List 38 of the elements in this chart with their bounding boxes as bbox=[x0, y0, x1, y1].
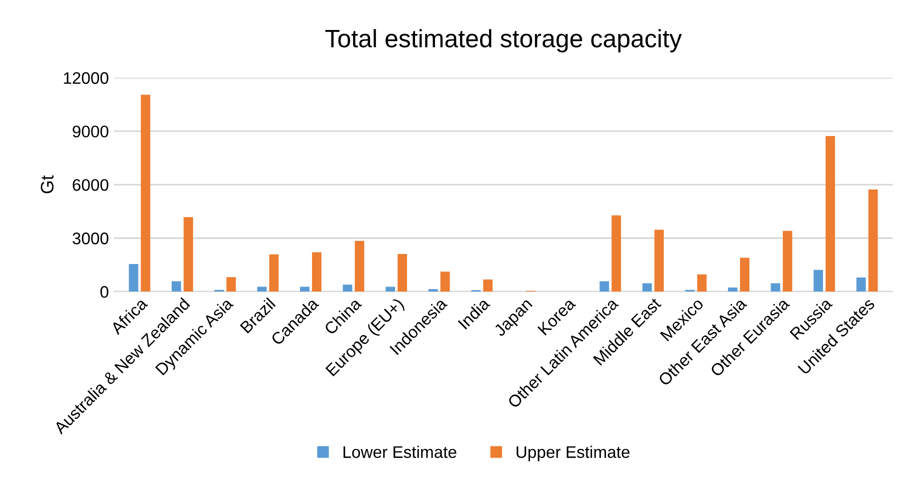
bar bbox=[697, 274, 707, 292]
bar bbox=[642, 283, 652, 292]
bar bbox=[440, 272, 450, 292]
bar bbox=[868, 189, 878, 292]
bar bbox=[172, 281, 182, 292]
bar bbox=[428, 289, 438, 292]
bar bbox=[856, 278, 866, 292]
bar bbox=[257, 286, 267, 292]
bar bbox=[354, 240, 364, 292]
bar bbox=[826, 136, 836, 292]
bar bbox=[612, 215, 622, 292]
bar bbox=[386, 286, 396, 292]
bar bbox=[312, 252, 322, 292]
legend-label: Lower Estimate bbox=[344, 446, 456, 458]
bar bbox=[128, 264, 138, 292]
bar bbox=[600, 281, 610, 292]
y-tick-label: 12000 bbox=[64, 72, 108, 84]
bar bbox=[770, 283, 780, 292]
bar bbox=[226, 277, 236, 292]
y-axis-title: Gt bbox=[40, 175, 54, 194]
bar bbox=[269, 254, 279, 292]
y-tick-label: 6000 bbox=[72, 179, 108, 191]
bar bbox=[654, 230, 664, 292]
y-tick-label: 3000 bbox=[72, 232, 108, 244]
y-tick-label: 0 bbox=[100, 286, 108, 298]
bar bbox=[814, 270, 824, 292]
bar bbox=[740, 258, 750, 292]
bar bbox=[782, 230, 792, 292]
bar bbox=[184, 217, 194, 292]
bar bbox=[398, 254, 408, 292]
bar bbox=[140, 94, 150, 292]
legend-label: Upper Estimate bbox=[516, 446, 630, 462]
bar bbox=[728, 288, 738, 292]
chart-title: Total estimated storage capacity bbox=[325, 29, 682, 52]
y-tick-label: 9000 bbox=[72, 126, 108, 138]
bar bbox=[483, 279, 493, 292]
bar bbox=[342, 284, 352, 292]
bar bbox=[300, 286, 310, 292]
